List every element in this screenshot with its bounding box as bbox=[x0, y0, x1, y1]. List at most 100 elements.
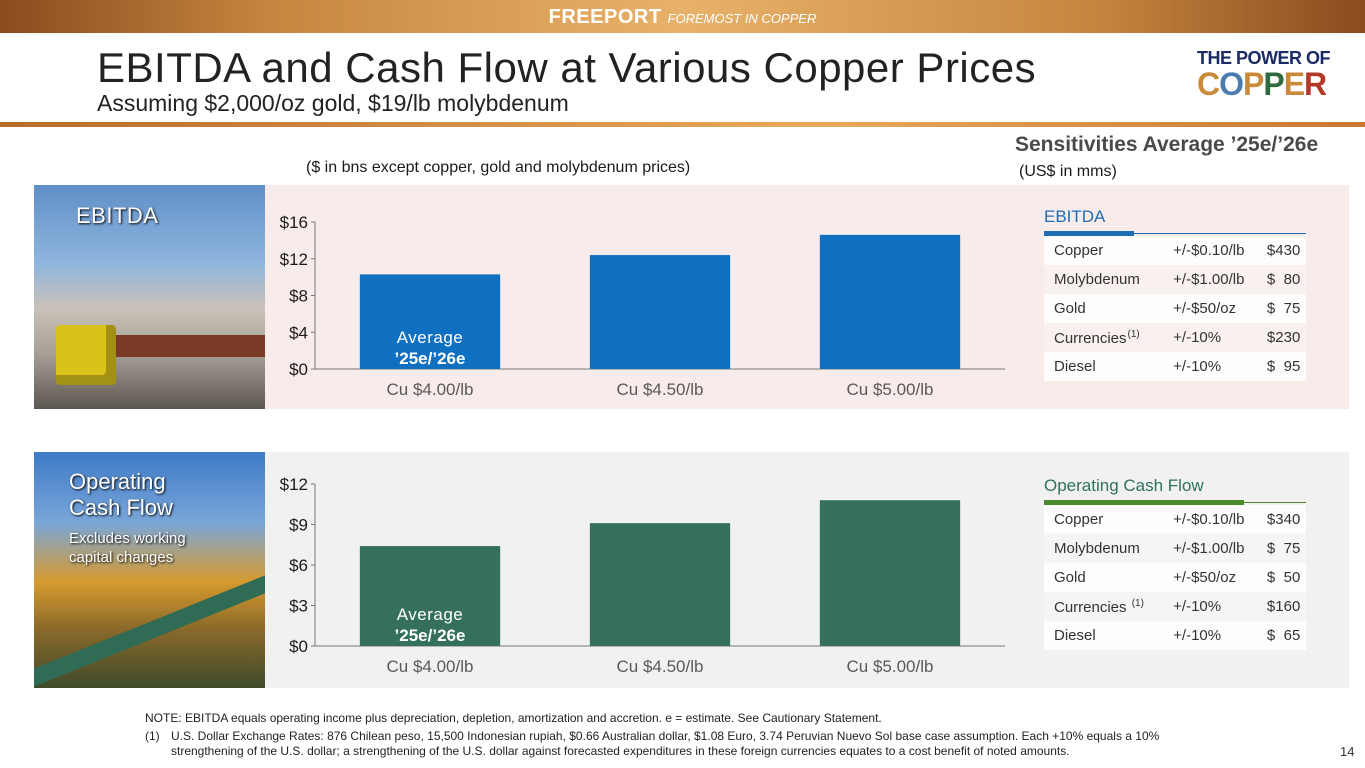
ebitda-bar-chart: $0 $4 $8 $12 $16 Cu $4.00/lb Cu $4.50/lb Cu $5.… bbox=[280, 213, 1005, 399]
ebitda-sens-row: Molybdenum +/-$1.00/lb $ 80 bbox=[1044, 265, 1306, 294]
bar-annotation-line1: Average bbox=[397, 328, 464, 347]
ocf-sens-item: Copper bbox=[1054, 511, 1104, 528]
ebitda-sens-item: Molybdenum bbox=[1054, 271, 1140, 288]
ebitda-sens-item: Copper bbox=[1054, 242, 1104, 259]
ocf-photo-sublabel: Excludes working capital changes bbox=[69, 529, 186, 567]
brand-logo: FREEPORT FOREMOST IN COPPER bbox=[0, 6, 1365, 29]
ocf-bar-chart: $0 $3 $6 $9 $12 Cu $4.00/lb Cu $4.50/lb Cu $5.0… bbox=[280, 475, 1005, 676]
ocf-sens-row: Gold +/-$50/oz $ 50 bbox=[1044, 563, 1306, 592]
ebitda-table-rule bbox=[1044, 231, 1306, 236]
x-tick-label: Cu $5.00/lb bbox=[847, 657, 934, 676]
bar-annotation-line2: ’25e/’26e bbox=[395, 349, 466, 368]
ebitda-sens-value: $ 80 bbox=[1266, 271, 1301, 288]
ocf-sens-change: +/-$1.00/lb bbox=[1173, 540, 1245, 557]
x-tick-label: Cu $4.50/lb bbox=[617, 657, 704, 676]
ebitda-sens-row: Diesel +/-10% $ 95 bbox=[1044, 352, 1306, 381]
footnote-note: NOTE: EBITDA equals operating income plu… bbox=[145, 711, 882, 725]
ocf-sens-item: Molybdenum bbox=[1054, 540, 1140, 557]
ocf-sens-row: Molybdenum +/-$1.00/lb $ 75 bbox=[1044, 534, 1306, 563]
ocf-photo-label: Operating Cash Flow bbox=[69, 469, 173, 521]
ebitda-sens-row: Currencies(1) +/-10% $230 bbox=[1044, 323, 1306, 352]
ocf-sub-line2: capital changes bbox=[69, 549, 174, 566]
chart-units-note: ($ in bns except copper, gold and molybd… bbox=[306, 159, 691, 176]
ebitda-table-rows: Copper +/-$0.10/lb $430 Molybdenum +/-$1.00/… bbox=[1044, 236, 1306, 381]
ebitda-sens-row: Copper +/-$0.10/lb $430 bbox=[1044, 236, 1306, 265]
bar bbox=[589, 523, 731, 646]
ebitda-photo-label: EBITDA bbox=[76, 203, 159, 228]
conveyor-belt-shape bbox=[34, 575, 265, 687]
y-tick-label: $6 bbox=[289, 556, 308, 575]
y-tick-label: $16 bbox=[280, 213, 308, 232]
footnote-ref: (1) bbox=[1127, 328, 1140, 340]
ocf-sens-change: +/-$0.10/lb bbox=[1173, 511, 1245, 528]
y-tick-label: $9 bbox=[289, 516, 308, 535]
ebitda-sens-value: $ 95 bbox=[1266, 358, 1301, 375]
ebitda-sens-row: Gold +/-$50/oz $ 75 bbox=[1044, 294, 1306, 323]
x-tick-label: Cu $4.00/lb bbox=[387, 657, 474, 676]
ocf-label-line2: Cash Flow bbox=[69, 495, 173, 520]
bar-annotation-line1: Average bbox=[397, 605, 464, 624]
ocf-sens-change: +/-$50/oz bbox=[1173, 569, 1237, 586]
x-tick-label: Cu $4.00/lb bbox=[387, 380, 474, 399]
y-tick-label: $3 bbox=[289, 597, 308, 616]
y-tick-label: $0 bbox=[289, 637, 308, 656]
page-title: EBITDA and Cash Flow at Various Copper P… bbox=[97, 44, 1037, 91]
ebitda-sens-value: $430 bbox=[1266, 242, 1301, 259]
ocf-table-rule bbox=[1044, 500, 1306, 505]
ocf-sub-line1: Excludes working bbox=[69, 530, 186, 547]
brand-tagline: FOREMOST IN COPPER bbox=[667, 11, 817, 26]
bar bbox=[359, 546, 501, 646]
y-tick-label: $12 bbox=[280, 250, 308, 269]
brand-bar: FREEPORT FOREMOST IN COPPER bbox=[0, 0, 1365, 33]
footnote-1-number: (1) bbox=[145, 729, 160, 743]
footnote-ref: (1) bbox=[1131, 597, 1144, 609]
forklift-shape bbox=[56, 325, 116, 385]
mine-photo: EBITDA bbox=[34, 185, 265, 409]
ocf-sensitivity-table: Operating Cash Flow Copper +/-$0.10/lb $34… bbox=[1044, 476, 1306, 650]
ocf-sens-value: $ 50 bbox=[1266, 569, 1301, 586]
ocf-sens-item: Gold bbox=[1054, 569, 1086, 586]
rail-car-shape bbox=[94, 335, 265, 357]
bar bbox=[819, 234, 961, 369]
ocf-sens-value: $ 65 bbox=[1266, 627, 1301, 644]
brand-name: FREEPORT bbox=[548, 6, 662, 28]
ebitda-sens-item: Currencies(1) bbox=[1054, 328, 1140, 347]
ebitda-sens-item: Gold bbox=[1054, 300, 1086, 317]
ocf-sens-row: Diesel +/-10% $ 65 bbox=[1044, 621, 1306, 650]
ocf-label-line1: Operating bbox=[69, 469, 166, 494]
ocf-sens-row: Currencies (1) +/-10% $160 bbox=[1044, 592, 1306, 621]
ebitda-table-heading: EBITDA bbox=[1044, 207, 1106, 226]
bar bbox=[359, 274, 501, 369]
ebitda-sens-value: $ 75 bbox=[1266, 300, 1301, 317]
footnote-1-text: U.S. Dollar Exchange Rates: 876 Chilean … bbox=[171, 729, 1160, 758]
logo-line1: THE POWER OF bbox=[1197, 48, 1331, 68]
ocf-sens-value: $160 bbox=[1266, 598, 1301, 615]
ebitda-sens-change: +/-$0.10/lb bbox=[1173, 242, 1245, 259]
x-tick-label: Cu $5.00/lb bbox=[847, 380, 934, 399]
ocf-sens-change: +/-10% bbox=[1173, 598, 1222, 615]
bar bbox=[819, 500, 961, 646]
sensitivities-title: Sensitivities Average ’25e/’26e bbox=[1015, 133, 1319, 156]
ebitda-sens-change: +/-$1.00/lb bbox=[1173, 271, 1245, 288]
footnote-1: (1) U.S. Dollar Exchange Rates: 876 Chil… bbox=[145, 729, 1205, 759]
ocf-sens-item: Currencies (1) bbox=[1054, 597, 1144, 616]
ocf-sens-row: Copper +/-$0.10/lb $340 bbox=[1044, 505, 1306, 534]
y-tick-label: $12 bbox=[280, 475, 308, 494]
ocf-sens-value: $ 75 bbox=[1266, 540, 1301, 557]
ocf-table-rows: Copper +/-$0.10/lb $340 Molybdenum +/-$1.00/… bbox=[1044, 505, 1306, 650]
power-of-copper-logo: THE POWER OF COPPER bbox=[1197, 48, 1352, 106]
x-tick-label: Cu $4.50/lb bbox=[617, 380, 704, 399]
ebitda-sens-change: +/-$50/oz bbox=[1173, 300, 1237, 317]
ocf-sens-value: $340 bbox=[1266, 511, 1301, 528]
ocf-table-heading: Operating Cash Flow bbox=[1044, 476, 1204, 495]
ebitda-sens-change: +/-10% bbox=[1173, 329, 1222, 346]
ocf-sens-change: +/-10% bbox=[1173, 627, 1222, 644]
ebitda-sens-value: $230 bbox=[1266, 329, 1301, 346]
page-subtitle: Assuming $2,000/oz gold, $19/lb molybden… bbox=[97, 90, 569, 116]
y-tick-label: $0 bbox=[289, 360, 308, 379]
bar bbox=[589, 255, 731, 369]
ebitda-sens-change: +/-10% bbox=[1173, 358, 1222, 375]
ebitda-sensitivity-table: EBITDA Copper +/-$0.10/lb $430 Molybdenum +/… bbox=[1044, 207, 1306, 381]
y-tick-label: $8 bbox=[289, 287, 308, 306]
ocf-sens-item: Diesel bbox=[1054, 627, 1096, 644]
